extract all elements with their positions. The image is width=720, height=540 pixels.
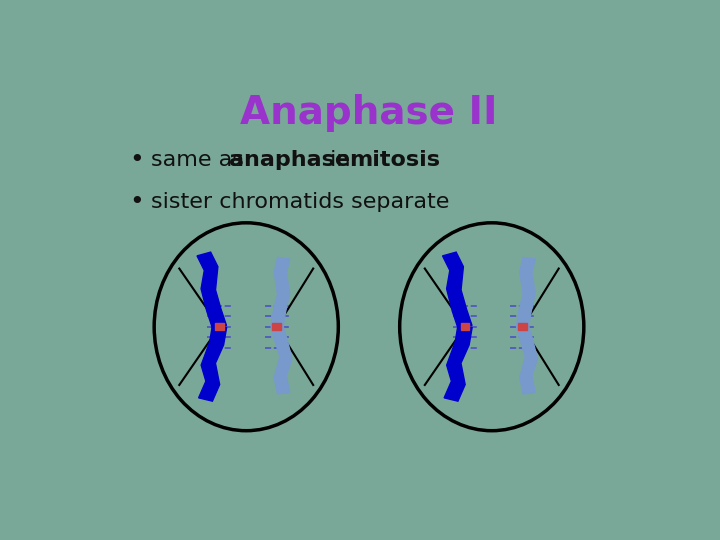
Bar (272, 323, 282, 330)
Bar (461, 323, 469, 330)
Text: •: • (129, 190, 144, 214)
Text: sister chromatids separate: sister chromatids separate (151, 192, 450, 212)
Text: same as: same as (151, 151, 251, 171)
Polygon shape (444, 326, 472, 401)
Polygon shape (516, 258, 535, 327)
Bar (518, 323, 527, 330)
Polygon shape (271, 326, 292, 394)
Polygon shape (271, 258, 289, 327)
Bar (215, 323, 224, 330)
Text: Anaphase II: Anaphase II (240, 94, 498, 132)
Text: •: • (129, 148, 144, 172)
Text: anaphase: anaphase (229, 151, 350, 171)
Polygon shape (197, 252, 227, 328)
Polygon shape (516, 326, 537, 394)
Polygon shape (443, 252, 472, 328)
Text: in: in (323, 151, 357, 171)
Polygon shape (199, 326, 227, 401)
Text: mitosis: mitosis (349, 151, 441, 171)
